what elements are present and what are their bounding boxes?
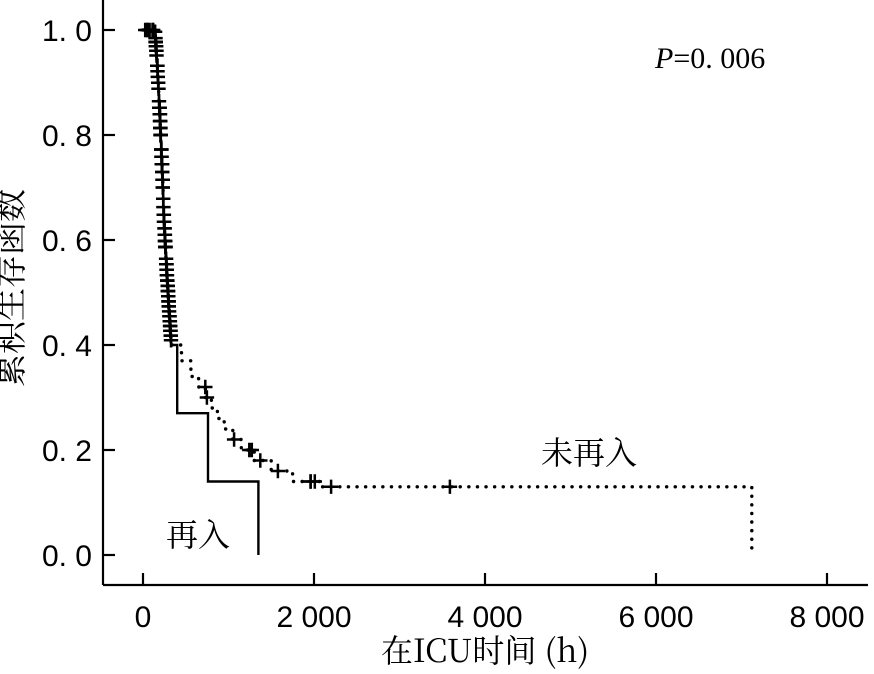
svg-text:2 000: 2 000 — [276, 601, 351, 634]
svg-text:1. 0: 1. 0 — [42, 15, 92, 48]
svg-text:0. 2: 0. 2 — [42, 435, 92, 468]
svg-text:0. 4: 0. 4 — [42, 330, 92, 363]
svg-text:在ICU时间 (h): 在ICU时间 (h) — [381, 626, 589, 669]
svg-text:8 000: 8 000 — [789, 601, 864, 634]
svg-text:累积生存函数: 累积生存函数 — [0, 189, 32, 387]
svg-text:未再入: 未再入 — [541, 428, 637, 474]
svg-text:0. 0: 0. 0 — [42, 540, 92, 573]
svg-text:0. 6: 0. 6 — [42, 225, 92, 258]
svg-text:0. 8: 0. 8 — [42, 120, 92, 153]
svg-text:0: 0 — [135, 601, 152, 634]
svg-text:再入: 再入 — [166, 510, 230, 556]
svg-text:6 000: 6 000 — [618, 601, 693, 634]
svg-text:P=0. 006: P=0. 006 — [654, 42, 765, 75]
